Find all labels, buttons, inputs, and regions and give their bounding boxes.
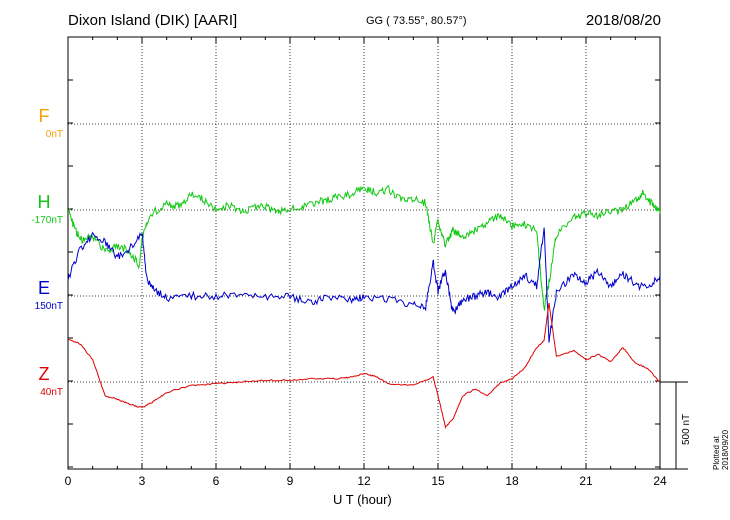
channel-label-f: F xyxy=(38,106,50,126)
x-tick-label: 6 xyxy=(212,474,220,488)
grid-lines xyxy=(68,37,660,469)
chart-axes xyxy=(67,36,661,470)
x-tick-label: 12 xyxy=(357,474,371,488)
x-tick-label: 15 xyxy=(431,474,445,488)
x-axis-label: U T (hour) xyxy=(333,492,392,507)
channel-offset-z: 40nT xyxy=(40,387,63,398)
channel-offset-e: 150nT xyxy=(34,301,63,312)
chart-series xyxy=(67,185,661,430)
plotted-timestamp: Plotted at 2018/09/20 01:37 UT xyxy=(712,429,730,470)
station-coordinates: GG ( 73.55°, 80.57°) xyxy=(366,15,467,27)
x-tick-label: 0 xyxy=(64,474,72,488)
series-line-h xyxy=(67,185,661,311)
x-tick-label: 21 xyxy=(579,474,593,488)
channel-label-z: Z xyxy=(38,364,50,384)
scale-bar xyxy=(660,381,688,470)
series-line-e xyxy=(67,227,661,343)
channel-offset-f: 0nT xyxy=(45,129,63,140)
x-tick-label: 9 xyxy=(286,474,294,488)
x-tick-label: 18 xyxy=(505,474,519,488)
series-line-z xyxy=(67,302,661,430)
channel-label-h: H xyxy=(37,192,51,212)
station-title: Dixon Island (DIK) [AARI] xyxy=(68,12,238,29)
channel-label-e: E xyxy=(37,278,50,298)
channel-offset-h: -170nT xyxy=(31,215,63,226)
plot-date: 2018/08/20 xyxy=(585,12,661,29)
x-tick-label: 24 xyxy=(653,474,667,488)
scale-label: 500 nT xyxy=(681,413,692,445)
x-tick-label: 3 xyxy=(138,474,146,488)
